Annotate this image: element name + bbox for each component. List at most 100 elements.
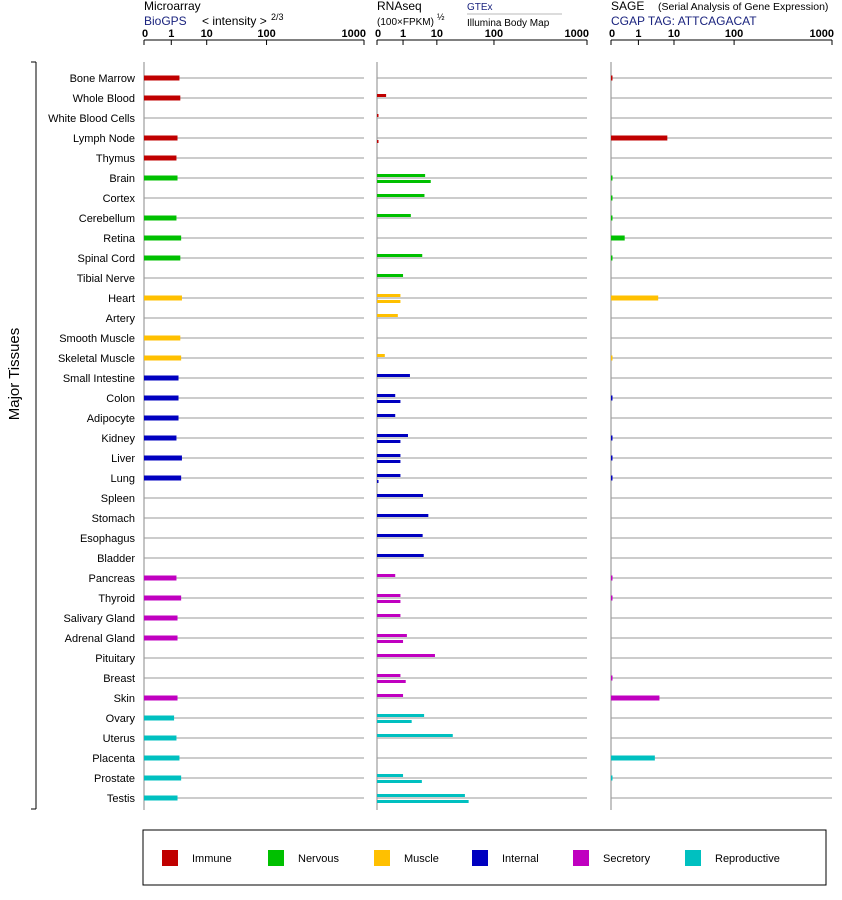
bar-thyroid-gtex (377, 594, 401, 597)
tissue-label-ovary: Ovary (106, 713, 136, 725)
bar-brain (611, 175, 613, 181)
panel-title-note: (Serial Analysis of Gene Expression) (658, 1, 828, 13)
legend-label-muscle: Muscle (404, 853, 439, 865)
tissue-label-skeletal-muscle: Skeletal Muscle (58, 353, 135, 365)
panel-title: SAGE (611, 0, 644, 13)
tissue-label-spleen: Spleen (101, 493, 135, 505)
tissue-label-lung: Lung (111, 473, 135, 485)
bar-adrenal-gland (144, 635, 178, 641)
bar-spinal-cord-gtex (377, 254, 423, 257)
x-tick-label: 100 (725, 28, 743, 40)
tissue-label-heart: Heart (108, 293, 135, 305)
tissue-label-placenta: Placenta (92, 753, 136, 765)
bar-whole-blood-gtex (377, 94, 387, 97)
bar-lymph-node-illumina-body-map (377, 140, 379, 143)
bar-white-blood-cells-gtex (377, 114, 379, 117)
bar-thyroid-illumina-body-map (377, 600, 401, 603)
tissue-label-artery: Artery (106, 313, 136, 325)
bar-placenta (611, 755, 655, 761)
x-tick-label: 1000 (342, 28, 366, 40)
bar-smooth-muscle (144, 335, 181, 341)
bar-adrenal-gland-illumina-body-map (377, 640, 404, 643)
legend-label-immune: Immune (192, 853, 232, 865)
legend-swatch-muscle (374, 850, 390, 866)
x-tick-label: 10 (668, 28, 680, 40)
tissue-label-thymus: Thymus (96, 153, 136, 165)
bar-bladder-gtex (377, 554, 424, 557)
tissue-label-brain: Brain (109, 173, 135, 185)
bar-small-intestine (144, 375, 179, 381)
legend-swatch-immune (162, 850, 178, 866)
x-tick-label: 100 (485, 28, 503, 40)
bar-colon-illumina-body-map (377, 400, 401, 403)
bar-skeletal-muscle-gtex (377, 354, 385, 357)
bar-testis-illumina-body-map (377, 800, 469, 803)
x-tick-label: 100 (257, 28, 275, 40)
tissue-label-smooth-muscle: Smooth Muscle (59, 333, 135, 345)
tissue-label-stomach: Stomach (92, 513, 135, 525)
bar-thyroid (144, 595, 182, 601)
bar-liver (611, 455, 613, 461)
bar-salivary-gland (144, 615, 178, 621)
panel-rnaseq: RNAseq (100×FPKM) ½ GTEx Illumina Body Map 0 1… (375, 0, 589, 810)
bar-kidney (611, 435, 613, 441)
bar-liver-illumina-body-map (377, 460, 401, 463)
bar-placenta (144, 755, 180, 761)
tissue-label-liver: Liver (111, 453, 135, 465)
bar-skeletal-muscle (611, 355, 613, 361)
bar-prostate-illumina-body-map (377, 780, 422, 783)
bar-brain-gtex (377, 174, 426, 177)
bar-breast-gtex (377, 674, 401, 677)
axis-label: < intensity > (202, 14, 267, 28)
bar-testis (144, 795, 178, 801)
bar-liver (144, 455, 182, 461)
tissue-labels: Bone Marrow Whole Blood White Blood Cells L… (48, 73, 136, 805)
axis-label: (100×FPKM) (377, 17, 434, 28)
tissue-label-cortex: Cortex (103, 193, 136, 205)
bar-spleen-gtex (377, 494, 424, 497)
bar-lung (144, 475, 182, 481)
tissue-label-colon: Colon (106, 393, 135, 405)
bar-liver-gtex (377, 454, 401, 457)
bar-retina (611, 235, 625, 241)
bar-pancreas (611, 575, 613, 581)
tissue-label-adrenal-gland: Adrenal Gland (65, 633, 135, 645)
bar-lung-gtex (377, 474, 401, 477)
bar-prostate (144, 775, 182, 781)
bar-salivary-gland-gtex (377, 614, 401, 617)
panel-title: RNAseq (377, 0, 422, 13)
legend-swatch-secretory (573, 850, 589, 866)
bar-pancreas (144, 575, 177, 581)
x-tick-label: 1 (168, 28, 174, 40)
x-tick-label: 1 (400, 28, 406, 40)
legend-label-nervous: Nervous (298, 853, 339, 865)
bar-colon (144, 395, 179, 401)
source-link-gtex: GTEx (467, 2, 493, 13)
x-tick-label: 0 (375, 28, 381, 40)
tissue-label-breast: Breast (103, 673, 135, 685)
tissue-label-bladder: Bladder (97, 553, 135, 565)
bar-skin (144, 695, 178, 701)
bar-colon-gtex (377, 394, 396, 397)
bar-lymph-node (611, 135, 668, 141)
source-link-cgap: CGAP TAG: ATTCAGACAT (611, 14, 757, 28)
legend: Immune Nervous Muscle Internal Secretory Repr… (142, 829, 827, 886)
bar-kidney (144, 435, 177, 441)
panel-title: Microarray (144, 0, 201, 13)
tissue-label-prostate: Prostate (94, 773, 135, 785)
tissue-label-pancreas: Pancreas (89, 573, 136, 585)
bar-cortex (611, 195, 613, 201)
tissue-label-esophagus: Esophagus (80, 533, 136, 545)
bar-lymph-node (144, 135, 178, 141)
legend-label-reproductive: Reproductive (715, 853, 780, 865)
x-tick-label: 0 (142, 28, 148, 40)
tissue-label-kidney: Kidney (101, 433, 135, 445)
x-tick-label: 1000 (565, 28, 589, 40)
legend-swatch-internal (472, 850, 488, 866)
source-link-biogps: BioGPS (144, 14, 187, 28)
bar-small-intestine-gtex (377, 374, 410, 377)
bar-pancreas-gtex (377, 574, 396, 577)
panel-sage: SAGE (Serial Analysis of Gene Expression)… (609, 0, 834, 810)
